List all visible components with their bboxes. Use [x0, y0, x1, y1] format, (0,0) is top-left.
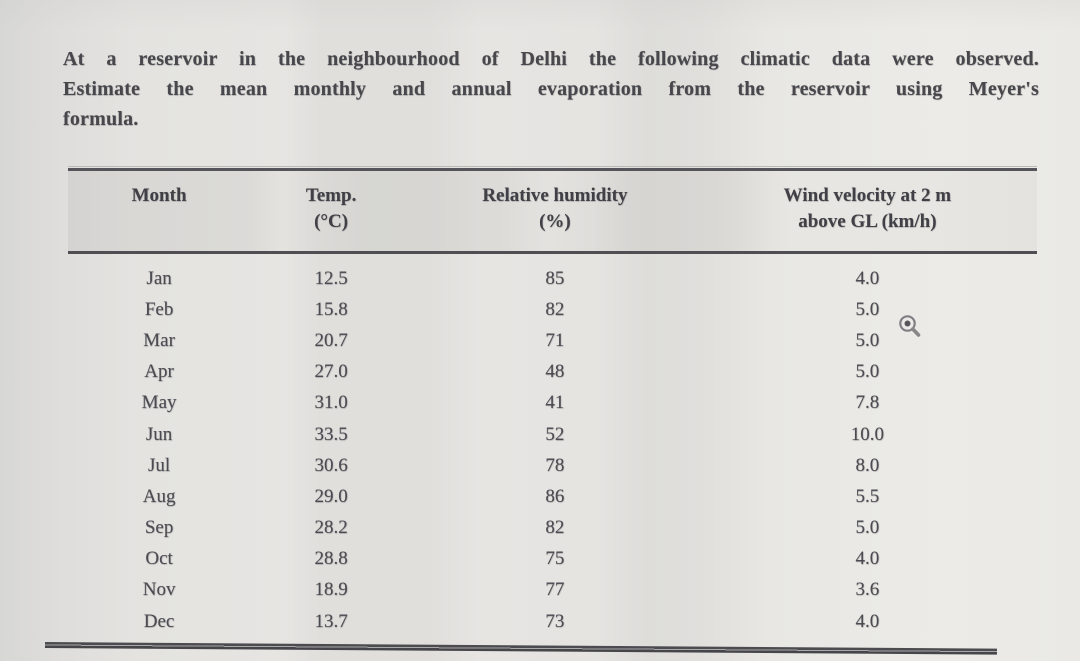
climatic-data-table: Month Temp. (°C) Relative humidity (%) W… [44, 166, 1037, 655]
temp-cell: 18.9 [314, 579, 348, 601]
temp-cell: 13.7 [314, 610, 348, 632]
magnifier-glyph [899, 315, 921, 337]
humidity-cell: 78 [545, 454, 565, 476]
column-header-humidity-unit: (%) [539, 211, 571, 232]
humidity-cell: 73 [545, 610, 565, 632]
table-row: Jan 12.5 85 4.0 [68, 263, 1037, 294]
wind-cell: 10.0 [850, 423, 885, 445]
column-header-temp-label: Temp. [305, 185, 357, 206]
humidity-cell: 48 [545, 361, 565, 383]
wind-cell: 5.5 [855, 485, 880, 507]
table-row: Nov 18.9 77 3.6 [68, 575, 1037, 606]
month-cell: May [141, 392, 177, 414]
column-header-humidity-label: Relative humidity [482, 185, 628, 206]
temp-cell: 28.2 [314, 517, 348, 539]
table-row: Dec 13.7 73 4.0 [68, 606, 1037, 637]
temp-cell: 30.6 [314, 454, 348, 476]
humidity-cell: 86 [545, 485, 565, 507]
table-body: Jan 12.5 85 4.0 Feb 15.8 82 5.0 Mar 20.7… [68, 254, 1037, 637]
wind-cell: 4.0 [855, 610, 880, 632]
temp-cell: 29.0 [314, 485, 348, 507]
month-cell: Nov [142, 579, 176, 601]
humidity-cell: 77 [545, 579, 565, 601]
column-header-month: Month [68, 183, 250, 235]
wind-cell: 8.0 [855, 454, 880, 476]
table-top-rule [68, 166, 1037, 171]
temp-cell: 20.7 [314, 329, 348, 351]
humidity-cell: 71 [545, 329, 565, 351]
month-cell: Mar [143, 329, 175, 351]
wind-cell: 5.0 [855, 361, 880, 383]
problem-line-3: formula. [63, 108, 139, 130]
table-row: Mar 20.7 71 5.0 [68, 325, 1037, 356]
humidity-cell: 85 [545, 267, 565, 289]
table-header-row: Month Temp. (°C) Relative humidity (%) W… [68, 171, 1037, 251]
month-cell: Jun [145, 423, 173, 445]
problem-line-2: Estimate the mean monthly and annual eva… [63, 78, 1039, 100]
wind-cell: 5.0 [855, 298, 880, 320]
month-cell: Dec [143, 610, 175, 632]
table-row: Jul 30.6 78 8.0 [68, 450, 1037, 481]
wind-cell: 4.0 [855, 548, 880, 570]
humidity-cell: 82 [545, 517, 565, 539]
column-header-temp-unit: (°C) [314, 211, 349, 232]
column-header-temp: Temp. (°C) [250, 183, 412, 235]
column-header-humidity: Relative humidity (%) [412, 183, 698, 235]
temp-cell: 15.8 [314, 298, 348, 320]
table-row: Aug 29.0 86 5.5 [68, 481, 1037, 512]
humidity-cell: 52 [545, 423, 565, 445]
month-cell: Jan [146, 267, 172, 289]
table-bottom-rule [44, 642, 997, 655]
zoom-magnifier-icon [895, 312, 925, 342]
table-row: May 31.0 41 7.8 [68, 388, 1037, 419]
table-row: Apr 27.0 48 5.0 [68, 357, 1037, 388]
wind-cell: 7.8 [855, 392, 880, 414]
column-header-wind: Wind velocity at 2 m above GL (km/h) [698, 183, 1037, 235]
wind-cell: 4.0 [855, 267, 880, 289]
table-row: Feb 15.8 82 5.0 [68, 294, 1037, 325]
humidity-cell: 82 [545, 298, 565, 320]
table-row: Sep 28.2 82 5.0 [68, 513, 1037, 544]
wind-cell: 3.6 [855, 579, 880, 601]
problem-statement: At a reservoir in the neighbourhood of D… [63, 44, 1039, 134]
month-cell: Oct [145, 548, 173, 570]
humidity-cell: 41 [545, 392, 565, 414]
humidity-cell: 75 [545, 548, 565, 570]
month-cell: Feb [144, 298, 174, 320]
table-header-rule [68, 251, 1037, 254]
month-cell: Jul [147, 454, 171, 476]
column-header-wind-unit: above GL (km/h) [798, 211, 937, 232]
temp-cell: 33.5 [314, 423, 348, 445]
table-row: Oct 28.8 75 4.0 [68, 544, 1037, 575]
temp-cell: 12.5 [314, 267, 348, 289]
temp-cell: 28.8 [314, 548, 348, 570]
column-header-wind-label: Wind velocity at 2 m [783, 185, 952, 206]
wind-cell: 5.0 [855, 329, 880, 351]
month-cell: Aug [142, 485, 176, 507]
month-cell: Apr [144, 361, 174, 383]
temp-cell: 27.0 [314, 361, 348, 383]
column-header-month-label: Month [131, 185, 187, 206]
wind-cell: 5.0 [855, 517, 880, 539]
month-cell: Sep [144, 517, 174, 539]
problem-line-1: At a reservoir in the neighbourhood of D… [63, 48, 1039, 70]
table-row: Jun 33.5 52 10.0 [68, 419, 1037, 450]
temp-cell: 31.0 [314, 392, 348, 414]
